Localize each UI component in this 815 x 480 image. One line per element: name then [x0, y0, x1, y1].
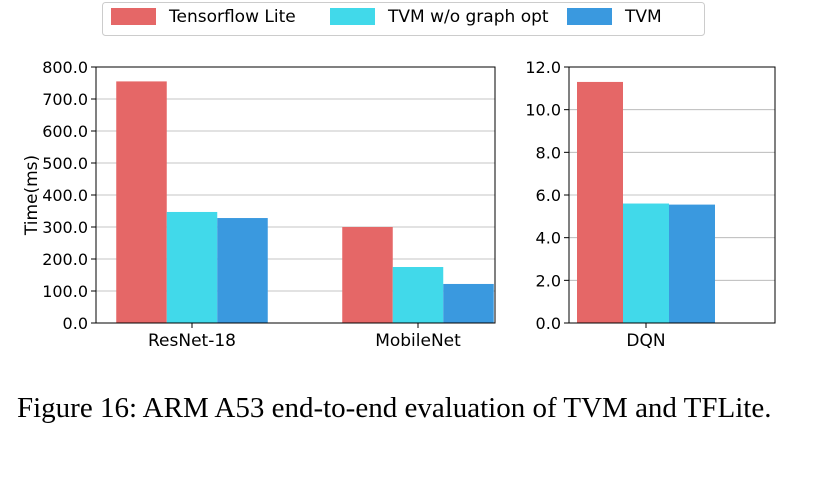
bar: [623, 203, 669, 323]
bar: [217, 218, 268, 323]
legend-swatch: [567, 8, 612, 25]
x-tick-label: MobileNet: [375, 331, 461, 351]
y-tick-label: 4.0: [536, 229, 561, 248]
plot-frame: [568, 66, 776, 324]
y-tick-label: 6.0: [536, 186, 561, 205]
x-tick-label: DQN: [626, 331, 665, 351]
chart: Tensorflow Lite TVM w/o graph opt TVM 0.0 1…: [22, 2, 776, 351]
legend: Tensorflow Lite TVM w/o graph opt TVM: [102, 2, 705, 36]
y-tick-label: 300.0: [42, 218, 88, 237]
chart-panel-right: 0.0 2.0 4.0 6.0 8.0 10.0 12.0 DQN: [525, 58, 776, 351]
y-tick-label: 600.0: [42, 122, 88, 141]
bar: [392, 267, 444, 323]
plot-frame: [95, 66, 496, 324]
y-tick-label: 2.0: [536, 271, 561, 290]
bar: [577, 81, 623, 323]
bar: [116, 81, 167, 324]
y-tick-label: 12.0: [525, 58, 561, 77]
y-tick-label: 0.0: [63, 314, 88, 333]
legend-swatch: [330, 8, 375, 25]
bar: [443, 283, 494, 323]
y-tick-label: 100.0: [42, 282, 88, 301]
figure-caption: Figure 16: ARM A53 end-to-end evaluation…: [17, 392, 772, 424]
bar: [342, 227, 393, 323]
y-tick-label: 0.0: [536, 314, 561, 333]
legend-swatch: [111, 8, 156, 25]
y-tick-label: 10.0: [525, 101, 561, 120]
x-tick-label: ResNet-18: [148, 331, 236, 351]
bar: [166, 211, 218, 323]
bar: [669, 204, 715, 323]
y-tick-label: 700.0: [42, 90, 88, 109]
y-tick-label: 500.0: [42, 154, 88, 173]
y-tick-label: 800.0: [42, 58, 88, 77]
chart-panel-left: 0.0 100.0 200.0 300.0 400.0 500.0 600.0 700.0 80…: [22, 58, 496, 351]
y-axis-label: Time(ms): [22, 155, 42, 236]
legend-frame: [102, 2, 705, 36]
y-tick-label: 8.0: [536, 143, 561, 162]
y-tick-label: 400.0: [42, 186, 88, 205]
legend-label: TVM: [624, 7, 662, 27]
legend-label: Tensorflow Lite: [168, 7, 296, 27]
legend-label: TVM w/o graph opt: [387, 7, 549, 27]
y-tick-label: 200.0: [42, 250, 88, 269]
